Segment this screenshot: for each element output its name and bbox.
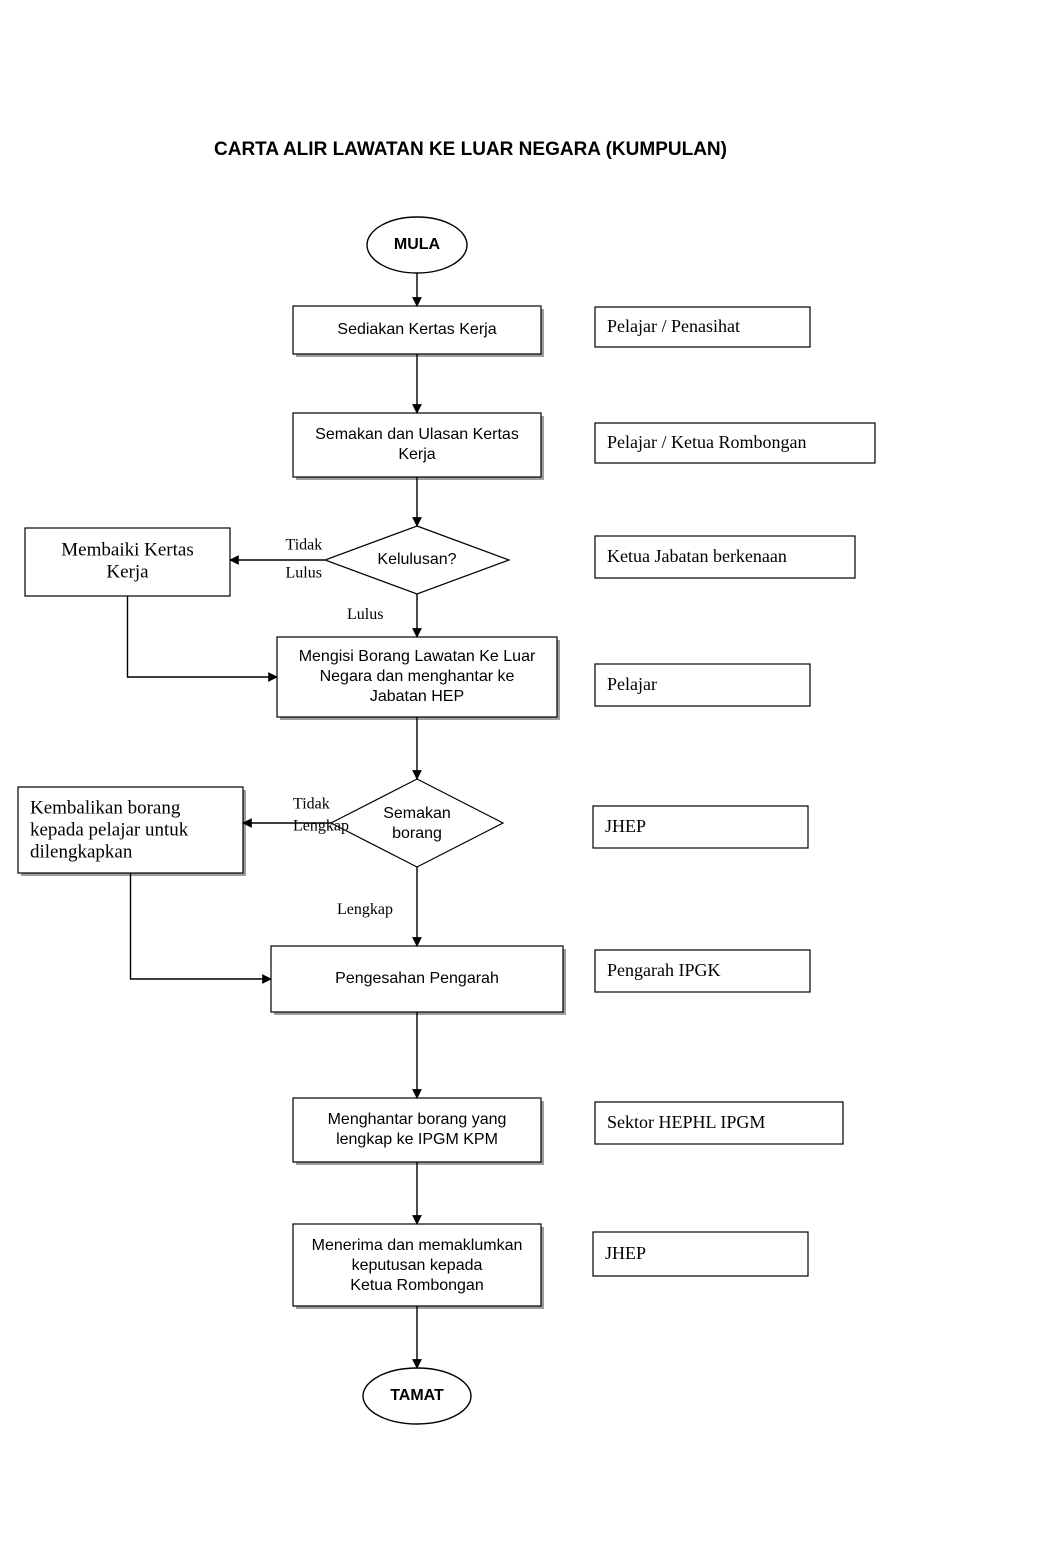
p6-l2: keputusan kepada [352, 1257, 483, 1274]
edge-d2-yes: Lengkap [337, 901, 393, 918]
actor-6-label: Pengarah IPGK [607, 960, 720, 980]
p5-l1: Menghantar borang yang [328, 1111, 507, 1128]
edge-d2-no-l1: Tidak [293, 796, 330, 813]
d2-l2: borang [392, 825, 442, 842]
process-2-label-1: Semakan dan Ulasan Kertas [315, 426, 519, 443]
p3-l3: Jabatan HEP [370, 688, 464, 705]
edge-d1-no-l2: Lulus [286, 565, 322, 582]
actor-7-label: Sektor HEPHL IPGM [607, 1112, 765, 1132]
flowchart-svg: CARTA ALIR LAWATAN KE LUAR NEGARA (KUMPU… [0, 0, 1041, 1548]
start-label: MULA [394, 236, 441, 253]
actor-5-label: JHEP [605, 816, 646, 836]
p3-l2: Negara dan menghantar ke [320, 668, 515, 685]
actor-2-label: Pelajar / Ketua Rombongan [607, 432, 806, 452]
p6-l3: Ketua Rombongan [350, 1277, 483, 1294]
side-b-l2: kepada pelajar untuk [30, 819, 189, 840]
edge-d1-yes: Lulus [347, 606, 383, 623]
end-label: TAMAT [390, 1387, 444, 1404]
edge-sideA-p3 [128, 596, 278, 677]
p3-l1: Mengisi Borang Lawatan Ke Luar [299, 648, 536, 665]
p6-l1: Menerima dan memaklumkan [312, 1237, 523, 1254]
edge-d2-no-l2: Lengkap [293, 818, 349, 835]
side-b-l3: dilengkapkan [30, 841, 133, 862]
actor-4-label: Pelajar [607, 674, 657, 694]
process-5 [293, 1098, 541, 1162]
side-a-l1: Membaiki Kertas [61, 539, 193, 560]
side-b-l1: Kembalikan borang [30, 797, 181, 818]
decision-1-label: Kelulusan? [377, 551, 456, 568]
page-title: CARTA ALIR LAWATAN KE LUAR NEGARA (KUMPU… [214, 139, 727, 160]
decision-2 [331, 779, 503, 867]
actor-3-label: Ketua Jabatan berkenaan [607, 546, 787, 566]
process-1-label: Sediakan Kertas Kerja [337, 321, 496, 338]
process-2 [293, 413, 541, 477]
p5-l2: lengkap ke IPGM KPM [336, 1131, 498, 1148]
edge-sideB-p4 [131, 873, 272, 979]
actor-1-label: Pelajar / Penasihat [607, 316, 740, 336]
d2-l1: Semakan [383, 805, 451, 822]
actor-8-label: JHEP [605, 1243, 646, 1263]
edge-d1-no-l1: Tidak [286, 537, 323, 554]
p4-label: Pengesahan Pengarah [335, 970, 499, 987]
process-2-label-2: Kerja [398, 446, 435, 463]
side-a-l2: Kerja [106, 561, 149, 582]
